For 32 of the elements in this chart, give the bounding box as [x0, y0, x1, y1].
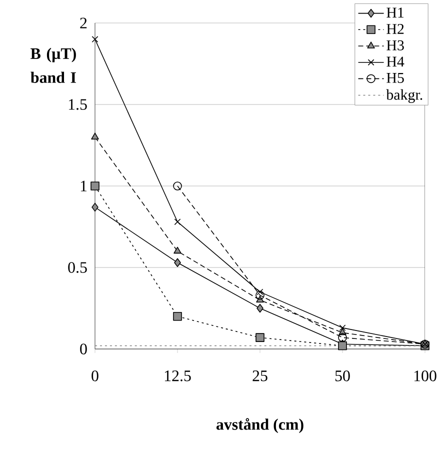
- y-tick-label: 1: [80, 180, 87, 192]
- x-tick-label: 0: [92, 370, 98, 382]
- legend-label: bakgr.: [386, 89, 422, 103]
- point: [173, 312, 182, 321]
- point: [256, 290, 264, 300]
- x-tick-label: 25: [252, 370, 268, 382]
- point: [174, 246, 182, 254]
- y-tick-label: 0: [80, 344, 87, 354]
- point: [92, 36, 98, 43]
- point: [90, 182, 100, 190]
- legend-label: H5: [386, 73, 404, 83]
- y-tick-label: 0.5: [68, 262, 87, 273]
- point: [339, 324, 346, 332]
- point: [256, 304, 264, 313]
- point: [92, 202, 98, 212]
- point: [256, 333, 264, 342]
- point: [338, 333, 347, 342]
- point: [174, 258, 181, 267]
- legend-label: H2: [386, 24, 404, 34]
- legend-label: H4: [386, 56, 404, 67]
- legend-label: H3: [386, 40, 404, 50]
- y-tick-label: 1.5: [68, 99, 87, 110]
- x-tick-label: 50: [335, 370, 350, 382]
- point: [173, 182, 182, 190]
- x-axis-title: avstånd (cm): [216, 418, 304, 434]
- point: [91, 132, 99, 140]
- y-axis-title: B (µT) band I: [30, 48, 76, 83]
- x-tick-label: 100: [414, 370, 436, 382]
- x-tick-label: 12.5: [164, 370, 191, 382]
- y-tick-label: 2: [80, 18, 87, 28]
- legend-label: H1: [386, 8, 404, 18]
- point: [174, 218, 181, 226]
